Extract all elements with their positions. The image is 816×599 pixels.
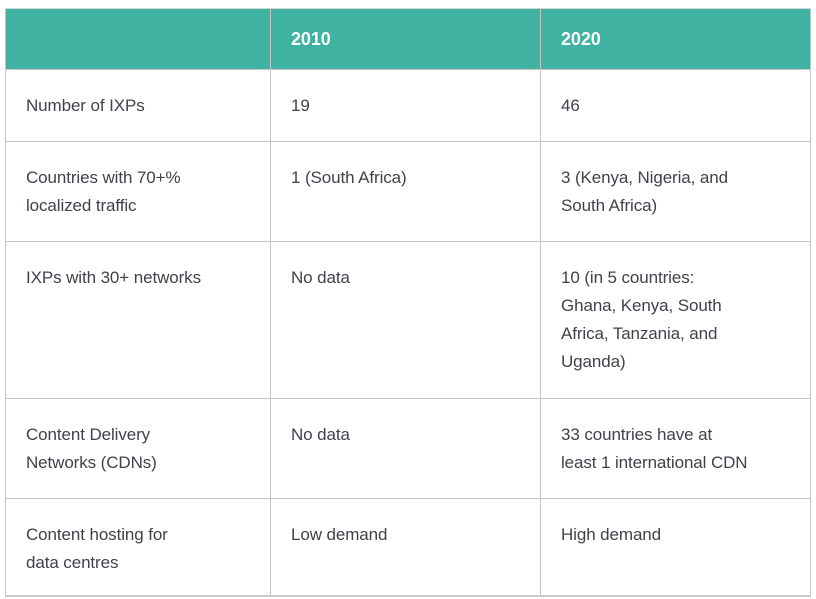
value-cell-2020: 46 [540,69,811,142]
value-cell-2010: 1 (South Africa) [270,141,541,242]
value-cell-2010: Low demand [270,498,541,597]
value-cell-2010: No data [270,241,541,399]
row-label-cell: Content hosting for data centres [5,498,271,597]
table-row: Countries with 70+% localized traffic 1 … [5,141,811,242]
header-cell-2010: 2010 [270,8,541,70]
value-cell-2020: 33 countries have at least 1 internation… [540,398,811,499]
row-label-cell: Countries with 70+% localized traffic [5,141,271,242]
value-cell-2010: No data [270,398,541,499]
table-row: Content Delivery Networks (CDNs) No data… [5,398,811,499]
comparison-table: 2010 2020 Number of IXPs 19 46 Countries… [5,8,811,597]
table-header: 2010 2020 [5,8,811,70]
header-cell-empty [5,8,271,70]
table-row: Number of IXPs 19 46 [5,69,811,142]
value-cell-2020: 3 (Kenya, Nigeria, and South Africa) [540,141,811,242]
header-cell-2020: 2020 [540,8,811,70]
table-body: Number of IXPs 19 46 Countries with 70+%… [5,69,811,597]
value-cell-2010: 19 [270,69,541,142]
value-cell-2020: High demand [540,498,811,597]
row-label-cell: IXPs with 30+ networks [5,241,271,399]
table-row: IXPs with 30+ networks No data 10 (in 5 … [5,241,811,399]
header-row: 2010 2020 [5,8,811,70]
row-label-cell: Content Delivery Networks (CDNs) [5,398,271,499]
value-cell-2020: 10 (in 5 countries: Ghana, Kenya, South … [540,241,811,399]
table-row: Content hosting for data centres Low dem… [5,498,811,597]
row-label-cell: Number of IXPs [5,69,271,142]
